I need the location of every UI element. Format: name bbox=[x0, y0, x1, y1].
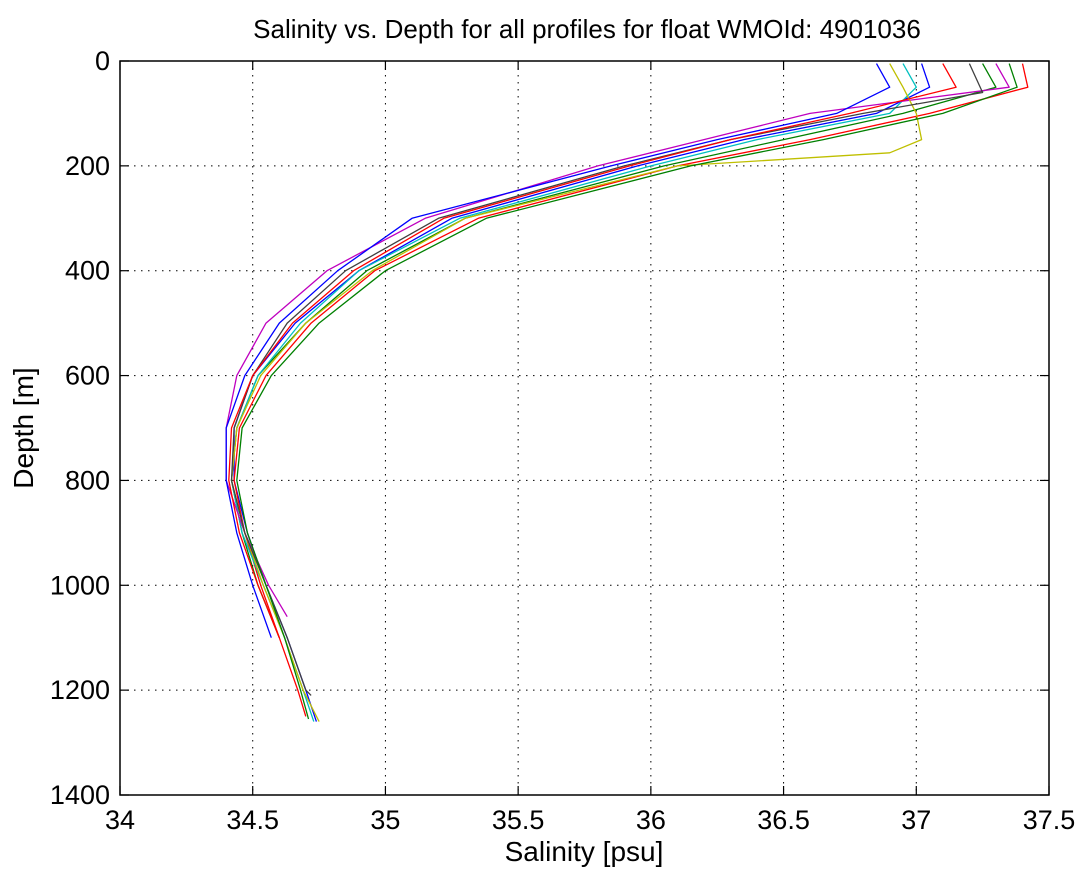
x-tick-label: 34.5 bbox=[226, 805, 279, 835]
y-tick-label: 600 bbox=[65, 361, 110, 391]
y-tick-label: 1200 bbox=[50, 675, 110, 705]
profile-line bbox=[225, 63, 891, 638]
plot-frame bbox=[119, 60, 1050, 796]
y-tick-label: 1000 bbox=[50, 570, 110, 600]
y-tick-label: 0 bbox=[95, 46, 110, 76]
profile-line bbox=[228, 63, 957, 638]
y-axis-label: Depth [m] bbox=[8, 367, 39, 488]
profile-line bbox=[225, 63, 1010, 618]
profile-lines bbox=[225, 63, 1029, 722]
x-tick-label: 37.5 bbox=[1023, 805, 1076, 835]
x-axis-label: Salinity [psu] bbox=[505, 836, 664, 867]
profile-line bbox=[230, 63, 917, 722]
y-tick-label: 200 bbox=[65, 151, 110, 181]
grid-lines bbox=[120, 61, 1049, 795]
x-tick-label: 36 bbox=[636, 805, 666, 835]
chart-title: Salinity vs. Depth for all profiles for … bbox=[253, 14, 921, 44]
x-tick-label: 35 bbox=[370, 805, 400, 835]
axis-ticks: 34 34.5 35 35.5 36 36.5 37 37.5 0 200 400 600 800 100… bbox=[50, 46, 1075, 835]
x-tick-label: 36.5 bbox=[757, 805, 810, 835]
y-tick-label: 1400 bbox=[50, 780, 110, 810]
profile-line bbox=[230, 63, 923, 722]
y-tick-label: 400 bbox=[65, 256, 110, 286]
profile-line bbox=[230, 63, 984, 696]
profile-line bbox=[233, 63, 1029, 717]
x-tick-label: 34 bbox=[105, 805, 135, 835]
x-tick-label: 35.5 bbox=[492, 805, 545, 835]
profile-line bbox=[236, 63, 1018, 720]
profile-line bbox=[230, 63, 997, 638]
x-tick-label: 37 bbox=[901, 805, 931, 835]
y-tick-label: 800 bbox=[65, 465, 110, 495]
profile-line bbox=[233, 63, 931, 722]
